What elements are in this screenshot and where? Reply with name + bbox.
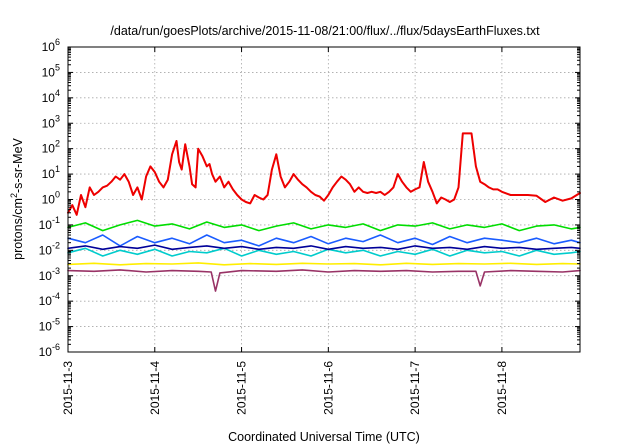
series-group: [67, 132, 581, 292]
x-tick-label: 2015-11-4: [148, 361, 162, 415]
x-tick-label: 2015-11-5: [235, 361, 249, 415]
y-tick-exponent: 3: [55, 113, 60, 123]
y-axis-label-sup: 2: [9, 193, 19, 198]
y-tick-exponent: 5: [55, 62, 60, 72]
x-tick-label: 2015-11-6: [321, 361, 335, 415]
chart-title: /data/run/goesPlots/archive/2015-11-08/2…: [110, 24, 540, 38]
y-tick-base: 10: [39, 218, 53, 232]
series-line-4: [67, 247, 581, 257]
y-tick-exponent: -3: [52, 266, 60, 276]
y-tick-label: 102: [42, 139, 60, 156]
y-tick-base: 10: [39, 294, 53, 308]
y-tick-exponent: 4: [55, 88, 60, 98]
y-tick-label: 10-6: [39, 342, 60, 359]
y-tick-label: 10-1: [39, 215, 60, 232]
y-tick-label: 105: [42, 62, 60, 79]
y-tick-label: 104: [42, 88, 60, 105]
y-tick-exponent: 0: [55, 190, 60, 200]
y-tick-base: 10: [42, 116, 56, 130]
x-tick-label: 2015-11-3: [61, 361, 75, 415]
y-tick-base: 10: [42, 167, 56, 181]
y-tick-exponent: -6: [52, 342, 60, 352]
y-tick-exponent: -4: [52, 291, 60, 301]
series-line-5: [67, 244, 581, 251]
y-tick-exponent: -2: [52, 240, 60, 250]
y-tick-base: 10: [42, 193, 56, 207]
y-tick-exponent: 6: [55, 37, 60, 47]
y-axis-label-pre: protons/cm: [11, 198, 25, 260]
y-tick-label: 100: [42, 190, 60, 207]
x-axis-label: Coordinated Universal Time (UTC): [228, 430, 420, 444]
y-tick-exponent: -1: [52, 215, 60, 225]
y-tick-base: 10: [39, 243, 53, 257]
series-line-7: [67, 269, 581, 292]
x-tick-label: 2015-11-7: [408, 361, 422, 415]
y-tick-base: 10: [39, 269, 53, 283]
y-tick-label: 10-5: [39, 317, 60, 334]
series-line-2: [67, 219, 581, 232]
y-axis-label-post: -s-sr-MeV: [11, 137, 25, 193]
series-line-3: [67, 234, 581, 247]
y-tick-label: 106: [42, 37, 60, 54]
y-tick-base: 10: [39, 320, 53, 334]
series-line-6: [67, 262, 581, 266]
y-axis-label: protons/cm2-s-sr-MeV: [9, 137, 25, 259]
y-tick-label: 101: [42, 164, 60, 181]
y-tick-label: 10-4: [39, 291, 60, 308]
series-line-1: [67, 132, 581, 216]
y-tick-exponent: 1: [55, 164, 60, 174]
y-tick-base: 10: [39, 345, 53, 359]
y-tick-base: 10: [42, 142, 56, 156]
y-tick-label: 103: [42, 113, 60, 130]
y-tick-exponent: 2: [55, 139, 60, 149]
y-tick-base: 10: [42, 40, 56, 54]
x-tick-label: 2015-11-8: [495, 361, 509, 415]
ticks: 10-610-510-410-310-210-11001011021031041…: [39, 37, 580, 415]
y-tick-base: 10: [42, 91, 56, 105]
y-tick-base: 10: [42, 65, 56, 79]
y-tick-label: 10-2: [39, 240, 60, 257]
y-tick-exponent: -5: [52, 317, 60, 327]
y-tick-label: 10-3: [39, 266, 60, 283]
